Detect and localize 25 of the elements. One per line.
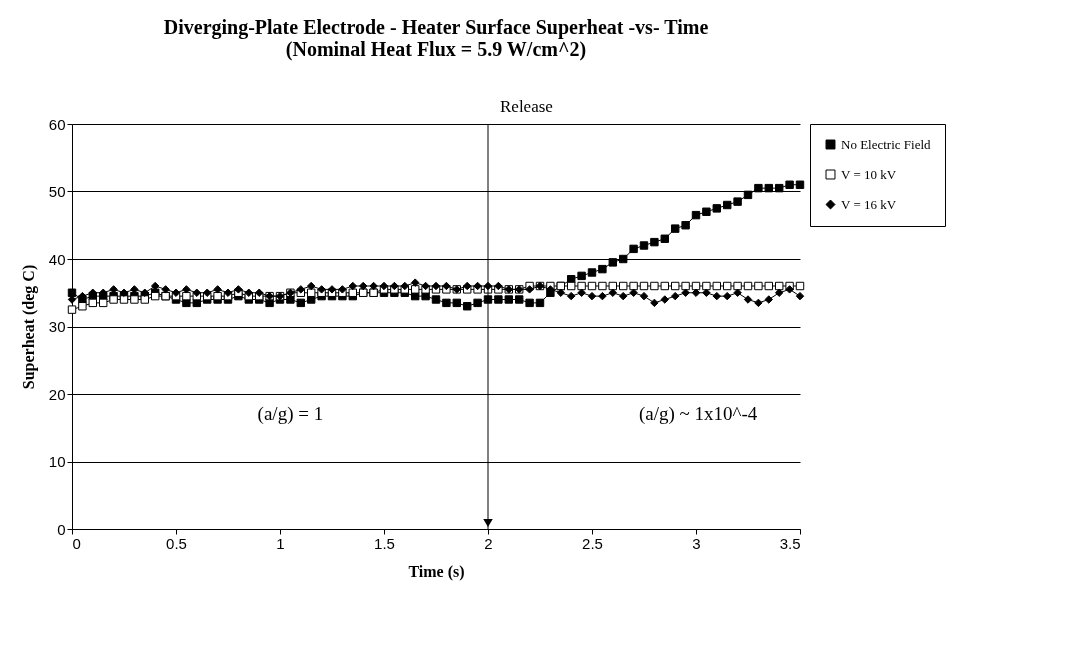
y-tick-label: 30 [48,318,66,335]
legend-label: V = 16 kV [841,196,897,212]
y-tick-label: 20 [48,385,66,403]
annotation: (a/g) = 1 [257,402,324,425]
x-tick-label: 3.5 [779,534,801,552]
x-tick-label: 2.5 [582,534,603,552]
y-tick-label: 10 [48,453,66,470]
y-tick-label: 60 [48,115,66,133]
x-tick-label: 3 [692,534,701,552]
legend-label: V = 10 kV [841,166,897,182]
chart-subtitle: (Nominal Heat Flux = 5.9 W/cm^2) [285,38,587,61]
y-tick-label: 0 [57,520,66,538]
x-tick-label: 0.5 [166,534,187,552]
x-tick-label: 1 [276,534,285,552]
legend-label: No Electric Field [841,136,932,152]
x-tick-label: 2 [484,534,493,552]
x-tick-label: 0 [72,534,81,552]
x-axis-title: Time (s) [408,562,465,581]
ref-line-label: Release [500,97,553,116]
y-axis-title: Superheat (deg C) [19,264,38,390]
annotation: (a/g) ~ 1x10^-4 [638,402,758,425]
y-tick-label: 40 [48,250,66,268]
chart-title: Diverging-Plate Electrode - Heater Surface Superheat -vs- Time [163,16,709,39]
x-tick-label: 1.5 [374,534,395,552]
y-tick-label: 50 [48,183,66,200]
